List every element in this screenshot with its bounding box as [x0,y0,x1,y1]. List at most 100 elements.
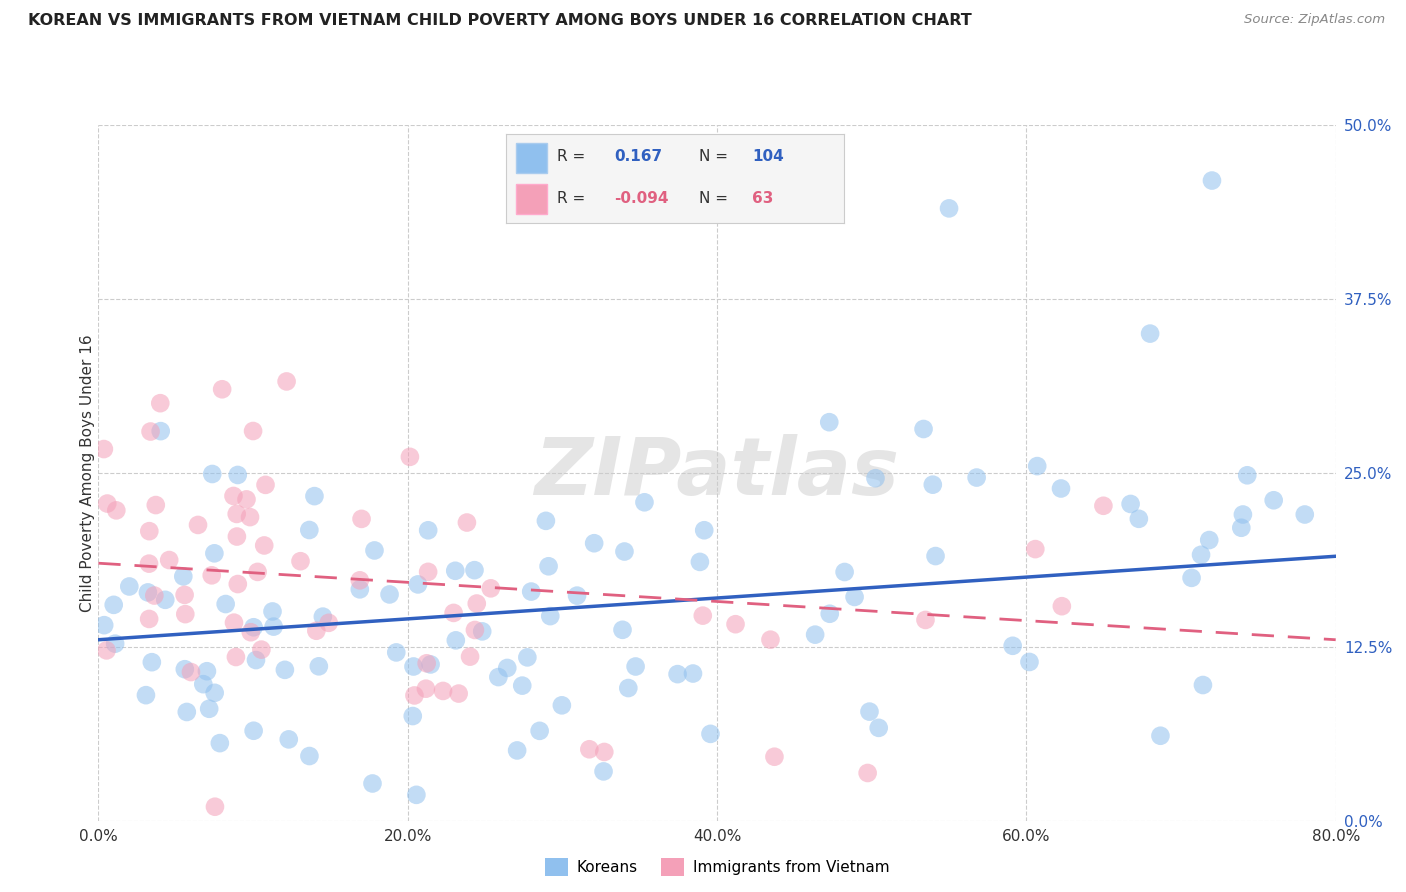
Point [818,415,841,429]
Point [1149,729,1171,743]
Point [141,655,163,669]
Point [924,549,946,563]
Point [245,653,267,667]
Point [242,723,264,738]
Point [135,688,157,702]
Point [693,523,716,537]
Point [868,721,890,735]
Point [633,495,655,509]
Point [1236,468,1258,483]
Point [966,470,988,484]
Point [235,492,257,507]
Point [274,663,297,677]
Point [195,664,218,678]
Point [138,612,160,626]
Point [419,657,441,672]
Point [1092,499,1115,513]
Point [463,563,485,577]
Point [226,467,249,482]
Legend: Koreans, Immigrants from Vietnam: Koreans, Immigrants from Vietnam [538,852,896,882]
FancyBboxPatch shape [516,184,547,214]
Point [139,425,162,439]
Point [1050,482,1073,496]
Text: KOREAN VS IMMIGRANTS FROM VIETNAM CHILD POVERTY AMONG BOYS UNDER 16 CORRELATION : KOREAN VS IMMIGRANTS FROM VIETNAM CHILD … [28,13,972,29]
Point [689,555,711,569]
Point [692,608,714,623]
Point [506,743,529,757]
Point [361,776,384,790]
Point [592,764,614,779]
Point [1294,508,1316,522]
Point [444,564,467,578]
Point [912,422,935,436]
Point [157,553,180,567]
Point [290,554,312,568]
Point [443,606,465,620]
Text: R =: R = [557,150,585,164]
Point [173,588,195,602]
Point [93,442,115,456]
Point [149,396,172,410]
Point [202,546,225,560]
Point [1018,655,1040,669]
Point [204,686,226,700]
Point [201,467,224,481]
Point [404,689,426,703]
Point [222,489,245,503]
Point [699,727,721,741]
Point [211,382,233,396]
Point [149,424,172,438]
Point [763,749,786,764]
Point [225,650,247,665]
Point [471,624,494,639]
Point [496,661,519,675]
Point [103,598,125,612]
Point [1001,639,1024,653]
Point [578,742,600,756]
Point [174,607,197,621]
Point [921,477,943,491]
Point [682,666,704,681]
Point [96,643,118,657]
Point [225,530,247,544]
Point [298,749,321,764]
Point [276,375,298,389]
Point [583,536,606,550]
Point [118,579,141,593]
Point [298,523,321,537]
Point [510,679,533,693]
Point [180,665,202,679]
Point [204,799,226,814]
Point [193,677,215,691]
Point [172,569,194,583]
Point [938,202,960,216]
Point [1180,571,1202,585]
Point [208,736,231,750]
Point [363,543,385,558]
Point [565,589,588,603]
Point [1198,533,1220,547]
Point [226,577,249,591]
Text: N =: N = [699,191,727,205]
Text: ZIPatlas: ZIPatlas [534,434,900,512]
Point [858,705,880,719]
Point [534,514,557,528]
Point [155,592,177,607]
Point [464,623,486,637]
Point [458,649,481,664]
Y-axis label: Child Poverty Among Boys Under 16: Child Poverty Among Boys Under 16 [80,334,94,612]
Point [520,584,543,599]
Text: 0.167: 0.167 [614,150,662,164]
Point [136,585,159,599]
Point [516,650,538,665]
Point [612,623,634,637]
Point [593,745,616,759]
Point [215,597,238,611]
Point [242,620,264,634]
Point [1230,521,1253,535]
Point [447,687,470,701]
Point [1119,497,1142,511]
Point [418,565,440,579]
Point [176,705,198,719]
Point [914,613,936,627]
